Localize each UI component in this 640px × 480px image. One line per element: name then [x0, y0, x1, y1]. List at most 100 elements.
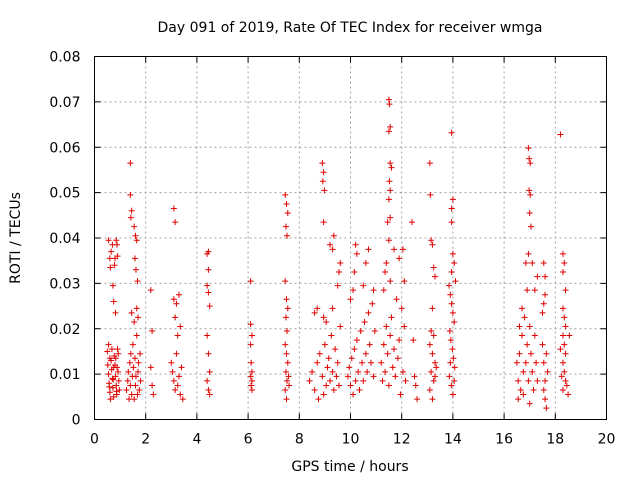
- data-point: [387, 332, 394, 339]
- data-point: [129, 341, 136, 348]
- data-point: [383, 323, 390, 330]
- data-point: [396, 255, 403, 262]
- data-point: [526, 400, 533, 407]
- data-point: [324, 364, 331, 371]
- data-point: [334, 282, 341, 289]
- data-point: [147, 364, 154, 371]
- data-point: [452, 278, 459, 285]
- data-point: [114, 346, 121, 353]
- x-axis-label: GPS time / hours: [291, 459, 408, 475]
- data-point: [136, 387, 143, 394]
- data-point: [133, 305, 140, 312]
- data-point: [352, 241, 359, 248]
- x-tick-label: 6: [244, 432, 253, 448]
- data-point: [449, 309, 456, 316]
- data-point: [558, 373, 565, 380]
- data-point: [283, 350, 290, 357]
- data-point: [131, 355, 138, 362]
- data-point: [323, 382, 330, 389]
- data-point: [428, 328, 435, 335]
- data-point: [205, 350, 212, 357]
- data-point: [204, 332, 211, 339]
- data-point: [384, 219, 391, 226]
- data-point: [133, 237, 140, 244]
- data-point: [364, 368, 371, 375]
- data-point: [112, 309, 119, 316]
- data-point: [169, 368, 176, 375]
- y-tick-label: 0.01: [49, 367, 80, 383]
- data-point: [282, 341, 289, 348]
- data-point: [337, 259, 344, 266]
- data-point: [529, 259, 536, 266]
- data-point: [426, 341, 433, 348]
- data-point: [357, 328, 364, 335]
- data-point: [402, 377, 409, 384]
- data-point: [173, 300, 180, 307]
- data-point: [321, 341, 328, 348]
- data-point: [519, 305, 526, 312]
- data-point: [320, 314, 327, 321]
- data-point: [427, 191, 434, 198]
- data-point: [356, 387, 363, 394]
- data-point: [449, 196, 456, 203]
- data-point: [562, 287, 569, 294]
- data-point: [562, 323, 569, 330]
- data-point: [335, 269, 342, 276]
- data-point: [131, 223, 138, 230]
- data-point: [123, 387, 130, 394]
- data-point: [106, 389, 113, 396]
- data-point: [355, 368, 362, 375]
- data-point: [448, 205, 455, 212]
- data-point: [361, 318, 368, 325]
- data-point: [371, 328, 378, 335]
- data-point: [137, 377, 144, 384]
- data-point: [247, 341, 254, 348]
- data-point: [330, 232, 337, 239]
- data-point: [205, 266, 212, 273]
- data-point: [329, 246, 336, 253]
- y-tick-label: 0.04: [49, 231, 80, 247]
- data-point: [534, 377, 541, 384]
- data-point: [106, 255, 113, 262]
- data-point: [384, 350, 391, 357]
- data-point: [559, 359, 566, 366]
- data-point: [448, 382, 455, 389]
- data-point: [282, 191, 289, 198]
- data-point: [346, 364, 353, 371]
- data-point: [282, 314, 289, 321]
- data-point: [114, 241, 121, 248]
- data-point: [206, 303, 213, 310]
- data-point: [309, 368, 316, 375]
- data-point: [559, 305, 566, 312]
- data-point: [449, 346, 456, 353]
- data-point: [561, 314, 568, 321]
- data-point: [330, 387, 337, 394]
- data-point: [112, 355, 119, 362]
- data-point: [353, 250, 360, 257]
- data-point: [319, 373, 326, 380]
- data-point: [517, 387, 524, 394]
- data-point: [543, 350, 550, 357]
- data-point: [177, 323, 184, 330]
- data-point: [127, 214, 134, 221]
- data-point: [135, 359, 142, 366]
- data-point: [314, 305, 321, 312]
- data-point: [367, 359, 374, 366]
- data-point: [393, 296, 400, 303]
- data-point: [127, 382, 134, 389]
- data-point: [379, 377, 386, 384]
- data-point: [325, 355, 332, 362]
- data-point: [430, 332, 437, 339]
- data-point: [134, 278, 141, 285]
- data-point: [110, 298, 117, 305]
- data-point: [386, 101, 393, 108]
- data-point: [205, 387, 212, 394]
- data-point: [365, 246, 372, 253]
- data-point: [362, 259, 369, 266]
- data-point: [451, 377, 458, 384]
- data-point: [284, 377, 291, 384]
- data-point: [247, 278, 254, 285]
- data-point: [177, 391, 184, 398]
- data-point: [104, 362, 111, 369]
- data-point: [112, 373, 119, 380]
